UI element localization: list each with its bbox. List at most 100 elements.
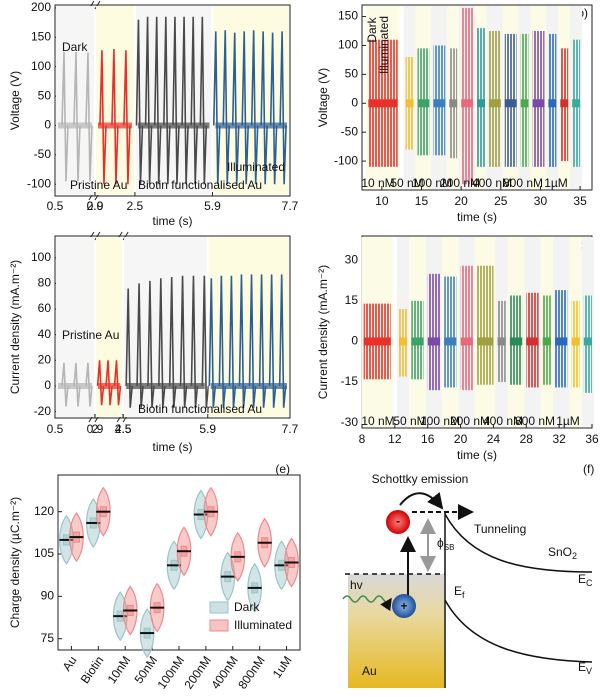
- y-tick-label: 50: [345, 67, 359, 81]
- legend-label: Illuminated: [234, 618, 292, 632]
- burst-core: [417, 99, 430, 108]
- ev-label: EV: [578, 660, 592, 676]
- annotation: 800 nM: [503, 176, 543, 190]
- ef-label: Ef: [454, 584, 465, 600]
- emission-arrow: [399, 492, 444, 510]
- x-axis-label: time (s): [153, 440, 193, 454]
- y-tick-label: 80: [38, 276, 52, 290]
- spike: [258, 274, 267, 408]
- y-tick-label: 105: [34, 546, 54, 560]
- x-tick-label: 8: [359, 432, 366, 446]
- spike: [85, 52, 93, 182]
- y-tick-label: -100: [334, 153, 358, 167]
- x-tick-label: 0.9: [87, 199, 104, 213]
- burst-core: [520, 99, 529, 108]
- burst-core: [572, 99, 581, 108]
- label-main: E: [578, 572, 586, 586]
- panel-label: (e): [275, 462, 290, 476]
- burst-core: [433, 99, 446, 108]
- spike: [105, 360, 113, 406]
- conduction-band: [444, 513, 593, 573]
- x-tick-label: 16: [421, 432, 435, 446]
- burst: [488, 31, 501, 167]
- plot-frame: [54, 4, 291, 197]
- annotation: Biotin functionalised Au: [138, 178, 262, 192]
- metal-label: Au: [362, 664, 377, 678]
- y-tick-label: -30: [341, 415, 359, 429]
- annotation: Illuminated: [227, 160, 285, 174]
- burst: [427, 273, 441, 391]
- legend-label: Dark: [234, 600, 260, 614]
- annotation: 50 nM: [390, 176, 423, 190]
- burst-core: [363, 337, 391, 346]
- annotation: Pristine Au: [70, 178, 127, 192]
- burst-core: [542, 337, 551, 346]
- spike: [199, 16, 208, 185]
- annotation: 50 nM: [393, 414, 426, 428]
- burst: [444, 276, 457, 388]
- y-tick-label: 15: [345, 293, 359, 307]
- spike: [123, 50, 131, 185]
- y-tick-label: 75: [41, 631, 55, 645]
- label-sub: C: [586, 578, 593, 588]
- spike: [163, 16, 171, 185]
- y-tick-label: 40: [38, 327, 52, 341]
- spike: [228, 275, 237, 408]
- burst-core: [583, 337, 592, 346]
- spike: [248, 274, 257, 408]
- burst-core: [449, 99, 458, 108]
- y-tick-label: 90: [41, 589, 55, 603]
- x-tick-label: 4.5: [115, 422, 132, 436]
- label-main: E: [454, 584, 462, 598]
- burst-core: [368, 99, 398, 108]
- spike: [61, 51, 69, 182]
- light-wave: [342, 595, 392, 612]
- annotation: 400 nM: [483, 414, 523, 428]
- x-tick-label: 5.9: [199, 422, 216, 436]
- burst-core: [548, 99, 557, 108]
- spike: [241, 31, 249, 185]
- burst-core: [477, 99, 485, 108]
- annotation: Illuminated: [377, 16, 391, 74]
- spike: [222, 30, 231, 185]
- y-tick-label: 120: [34, 504, 54, 518]
- plot-frame: [54, 235, 291, 419]
- x-tick-label: 0.5: [47, 199, 64, 213]
- y-tick-label: 0: [351, 334, 358, 348]
- y-tick-label: 100: [31, 250, 51, 264]
- spike: [190, 275, 199, 408]
- y-tick-label: 150: [338, 9, 358, 23]
- spike: [153, 16, 162, 185]
- annotation: 800 nM: [515, 414, 555, 428]
- barrier-label: ϕSB: [437, 536, 454, 552]
- x-tick-label: 200nM: [181, 654, 214, 692]
- x-tick-label: 400nM: [208, 654, 241, 692]
- panel-label: (f): [583, 462, 594, 476]
- annotation: 200 nM: [440, 176, 480, 190]
- x-tick-label: 2: [92, 422, 99, 436]
- label-sub: 2: [572, 551, 577, 561]
- spike: [96, 360, 105, 406]
- burst-core: [509, 337, 523, 346]
- burst-core: [488, 99, 501, 108]
- burst: [477, 265, 494, 385]
- spike: [268, 274, 277, 408]
- x-axis-label: time (s): [153, 214, 193, 228]
- x-tick-label: 7.7: [282, 199, 299, 213]
- spike: [172, 16, 180, 185]
- x-tick-label: Au: [60, 654, 80, 674]
- y-tick-label: 200: [31, 0, 51, 14]
- spike: [201, 275, 210, 408]
- spike: [260, 31, 268, 185]
- label-sub: SB: [444, 543, 455, 552]
- spike: [136, 283, 144, 408]
- x-tick-label: 0.9: [87, 422, 104, 436]
- annotation: 10 nM: [361, 176, 394, 190]
- y-axis-label: Voltage (V): [8, 71, 22, 130]
- spike: [238, 274, 247, 408]
- annotation: 100 nM: [412, 176, 452, 190]
- tunneling-label: Tunneling: [474, 522, 526, 536]
